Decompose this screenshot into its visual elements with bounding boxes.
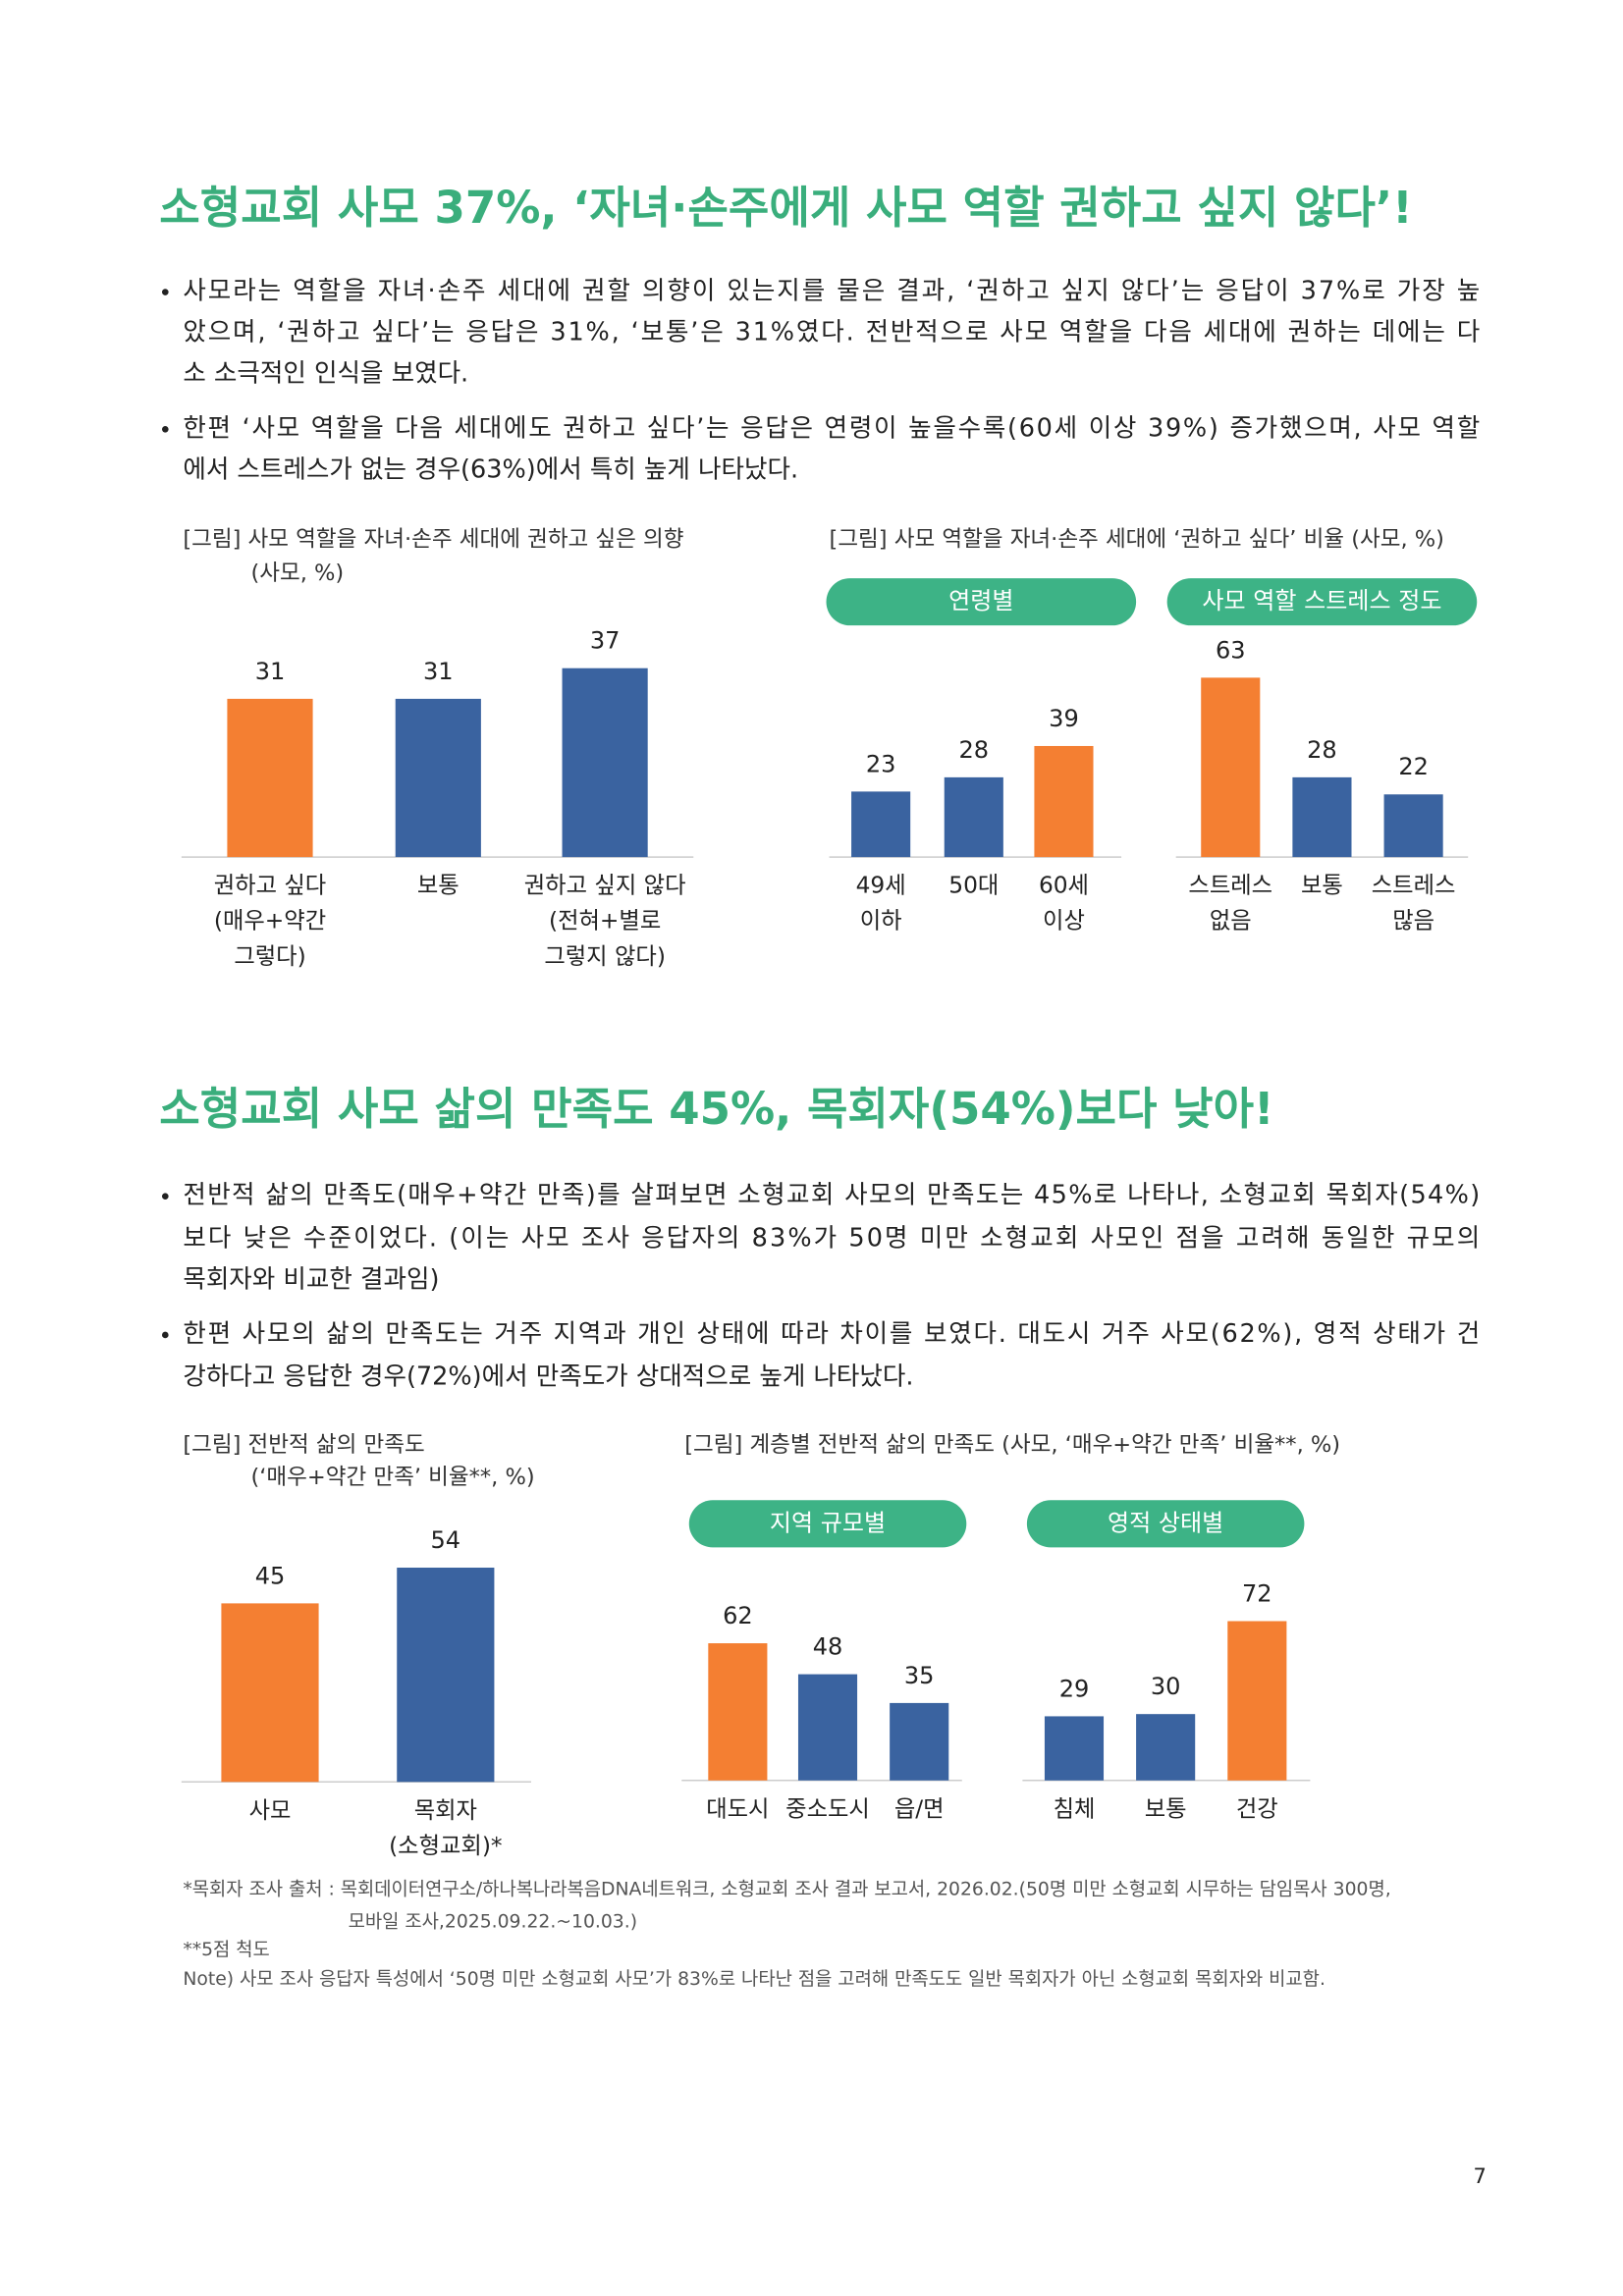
category-label: 중소도시 <box>785 1795 870 1822</box>
bar <box>851 791 911 858</box>
value-label: 28 <box>1307 736 1337 764</box>
bullet-text: 았으며, ‘권하고 싶다’는 응답은 31%, ‘보통’은 31%였다. 전반적… <box>183 318 1480 347</box>
bullet-text: 강하다고 응답한 경우(72%)에서 만족도가 상대적으로 높게 나타났다. <box>183 1362 913 1392</box>
group-pill <box>1166 578 1478 626</box>
group-pill <box>1026 1500 1305 1548</box>
value-label: 37 <box>590 627 621 655</box>
category-label: 60세 <box>1039 873 1089 899</box>
bar <box>227 698 313 858</box>
figure-caption: [그림] 계층별 전반적 삶의 만족도 (사모, ‘매우+약간 만족’ 비율**… <box>684 1432 1340 1458</box>
bullet-text: 목회자와 비교한 결과임) <box>183 1264 439 1294</box>
category-label: 이상 <box>1043 908 1085 934</box>
group-pill-label: 연령별 <box>948 587 1013 614</box>
category-label: 읍/면 <box>894 1795 945 1822</box>
bar <box>1034 745 1094 858</box>
category-label: 건강 <box>1236 1795 1278 1822</box>
category-label: 그렇지 않다) <box>544 943 666 970</box>
figure-caption: [그림] 전반적 삶의 만족도 <box>183 1432 424 1458</box>
category-label: 없음 <box>1210 908 1252 934</box>
figure-caption: (사모, %) <box>250 561 344 586</box>
bar <box>708 1643 768 1781</box>
category-label: (매우+약간 <box>214 908 326 934</box>
bullet-dot <box>161 1331 169 1339</box>
bar <box>221 1603 319 1783</box>
value-label: 62 <box>723 1602 753 1629</box>
bullet-dot <box>161 1193 169 1201</box>
group-pill-label: 사모 역할 스트레스 정도 <box>1202 587 1441 614</box>
page-number: 7 <box>1474 2163 1487 2188</box>
category-label: 그렇다) <box>234 943 305 970</box>
section-title: 소형교회 사모 삶의 만족도 45%, 목회자(54%)보다 낮아! <box>159 1083 1273 1135</box>
figure-caption: [그림] 사모 역할을 자녀·손주 세대에 ‘권하고 싶다’ 비율 (사모, %… <box>830 527 1444 553</box>
category-label: 스트레스 <box>1372 873 1456 899</box>
value-label: 35 <box>904 1662 935 1689</box>
category-label: 권하고 싶지 않다 <box>524 873 686 899</box>
category-label: (소형교회)* <box>389 1833 502 1859</box>
footnote: **5점 척도 <box>183 1939 269 1960</box>
category-label: (전혀+별로 <box>549 908 661 934</box>
category-label: 보통 <box>417 873 460 899</box>
bar <box>562 667 648 858</box>
category-label: 목회자 <box>414 1797 477 1824</box>
footnote: 모바일 조사,2025.09.22.~10.03.) <box>349 1911 637 1933</box>
value-label: 23 <box>866 750 896 777</box>
bullet-text: 소 소극적인 인식을 보였다. <box>183 359 468 389</box>
category-label: 보통 <box>1145 1795 1187 1822</box>
bar <box>797 1674 858 1781</box>
bullet-text: 한편 사모의 삶의 만족도는 거주 지역과 개인 상태에 따라 차이를 보였다.… <box>183 1319 1480 1349</box>
bullet-dot <box>161 425 169 433</box>
bar <box>890 1702 949 1781</box>
figure-caption: (‘매우+약간 만족’ 비율**, %) <box>250 1465 534 1490</box>
group-pill-label: 영적 상태별 <box>1108 1509 1223 1536</box>
bar <box>1044 1716 1105 1781</box>
footnote: *목회자 조사 출처 : 목회데이터연구소/하나복나라복음DNA네트워크, 소형… <box>183 1878 1390 1899</box>
category-label: 사모 <box>249 1797 292 1824</box>
value-label: 29 <box>1059 1675 1090 1702</box>
group-pill <box>688 1500 967 1548</box>
category-label: 50대 <box>948 873 999 899</box>
value-label: 45 <box>255 1562 286 1589</box>
category-label: 침체 <box>1054 1795 1096 1822</box>
bullet-dot <box>161 289 169 295</box>
bar <box>1227 1621 1287 1781</box>
bullet-text: 에서 스트레스가 없는 경우(63%)에서 특히 높게 나타났다. <box>183 454 798 484</box>
group-pill-label: 지역 규모별 <box>770 1509 886 1536</box>
value-label: 30 <box>1151 1673 1181 1700</box>
category-label: 보통 <box>1301 873 1343 899</box>
category-label: 49세 <box>856 873 906 899</box>
bar <box>1136 1714 1196 1781</box>
value-label: 22 <box>1398 753 1429 780</box>
bullet-text: 전반적 삶의 만족도(매우+약간 만족)를 살펴보면 소형교회 사모의 만족도는… <box>183 1181 1480 1210</box>
bar <box>1201 677 1261 858</box>
category-label: 대도시 <box>706 1795 769 1822</box>
bar <box>397 1568 495 1783</box>
value-label: 54 <box>431 1526 461 1554</box>
category-label: 권하고 싶다 <box>214 873 327 899</box>
bullet-text: 한편 ‘사모 역할을 다음 세대에도 권하고 싶다’는 응답은 연령이 높을수록… <box>183 413 1480 443</box>
value-label: 39 <box>1049 705 1079 732</box>
value-label: 31 <box>255 658 286 685</box>
category-label: 많음 <box>1392 908 1434 934</box>
group-pill <box>826 578 1137 626</box>
bar <box>395 698 481 858</box>
value-label: 72 <box>1242 1579 1272 1607</box>
category-label: 이하 <box>860 908 902 934</box>
value-label: 28 <box>959 736 990 764</box>
footnote: Note) 사모 조사 응답자 특성에서 ‘50명 미만 소형교회 사모’가 8… <box>183 1968 1325 1990</box>
value-label: 31 <box>423 658 454 685</box>
bar <box>944 776 1003 858</box>
figure-caption: [그림] 사모 역할을 자녀·손주 세대에 권하고 싶은 의향 <box>183 527 683 553</box>
value-label: 63 <box>1216 636 1246 664</box>
bullet-text: 사모라는 역할을 자녀·손주 세대에 권할 의향이 있는지를 물은 결과, ‘권… <box>183 277 1480 306</box>
bar <box>1383 794 1443 858</box>
bar <box>1292 776 1352 858</box>
category-label: 스트레스 <box>1188 873 1272 899</box>
section-title: 소형교회 사모 37%, ‘자녀·손주에게 사모 역할 권하고 싶지 않다’! <box>159 182 1412 234</box>
bullet-text: 보다 낮은 수준이었다. (이는 사모 조사 응답자의 83%가 50명 미만 … <box>183 1223 1480 1253</box>
value-label: 48 <box>813 1633 843 1661</box>
